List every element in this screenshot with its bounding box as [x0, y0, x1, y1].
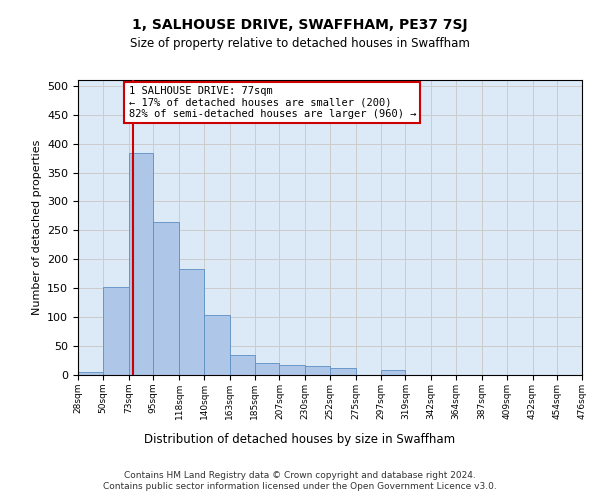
Bar: [128, 154, 154, 375]
Bar: [204, 316, 230, 375]
Text: Contains public sector information licensed under the Open Government Licence v3: Contains public sector information licen…: [103, 482, 497, 491]
Text: 1 SALHOUSE DRIVE: 77sqm
← 17% of detached houses are smaller (200)
82% of semi-d: 1 SALHOUSE DRIVE: 77sqm ← 17% of detache…: [128, 86, 416, 119]
Bar: [154, 222, 179, 375]
Bar: [305, 366, 330, 375]
Bar: [254, 364, 280, 375]
Bar: [78, 372, 103, 375]
Bar: [330, 368, 356, 375]
Bar: [179, 269, 204, 375]
Bar: [280, 364, 305, 375]
Bar: [380, 370, 406, 375]
Y-axis label: Number of detached properties: Number of detached properties: [32, 140, 41, 315]
Bar: [103, 286, 128, 375]
Text: Distribution of detached houses by size in Swaffham: Distribution of detached houses by size …: [145, 432, 455, 446]
Text: Size of property relative to detached houses in Swaffham: Size of property relative to detached ho…: [130, 38, 470, 51]
Bar: [230, 355, 254, 375]
Text: Contains HM Land Registry data © Crown copyright and database right 2024.: Contains HM Land Registry data © Crown c…: [124, 470, 476, 480]
Text: 1, SALHOUSE DRIVE, SWAFFHAM, PE37 7SJ: 1, SALHOUSE DRIVE, SWAFFHAM, PE37 7SJ: [132, 18, 468, 32]
